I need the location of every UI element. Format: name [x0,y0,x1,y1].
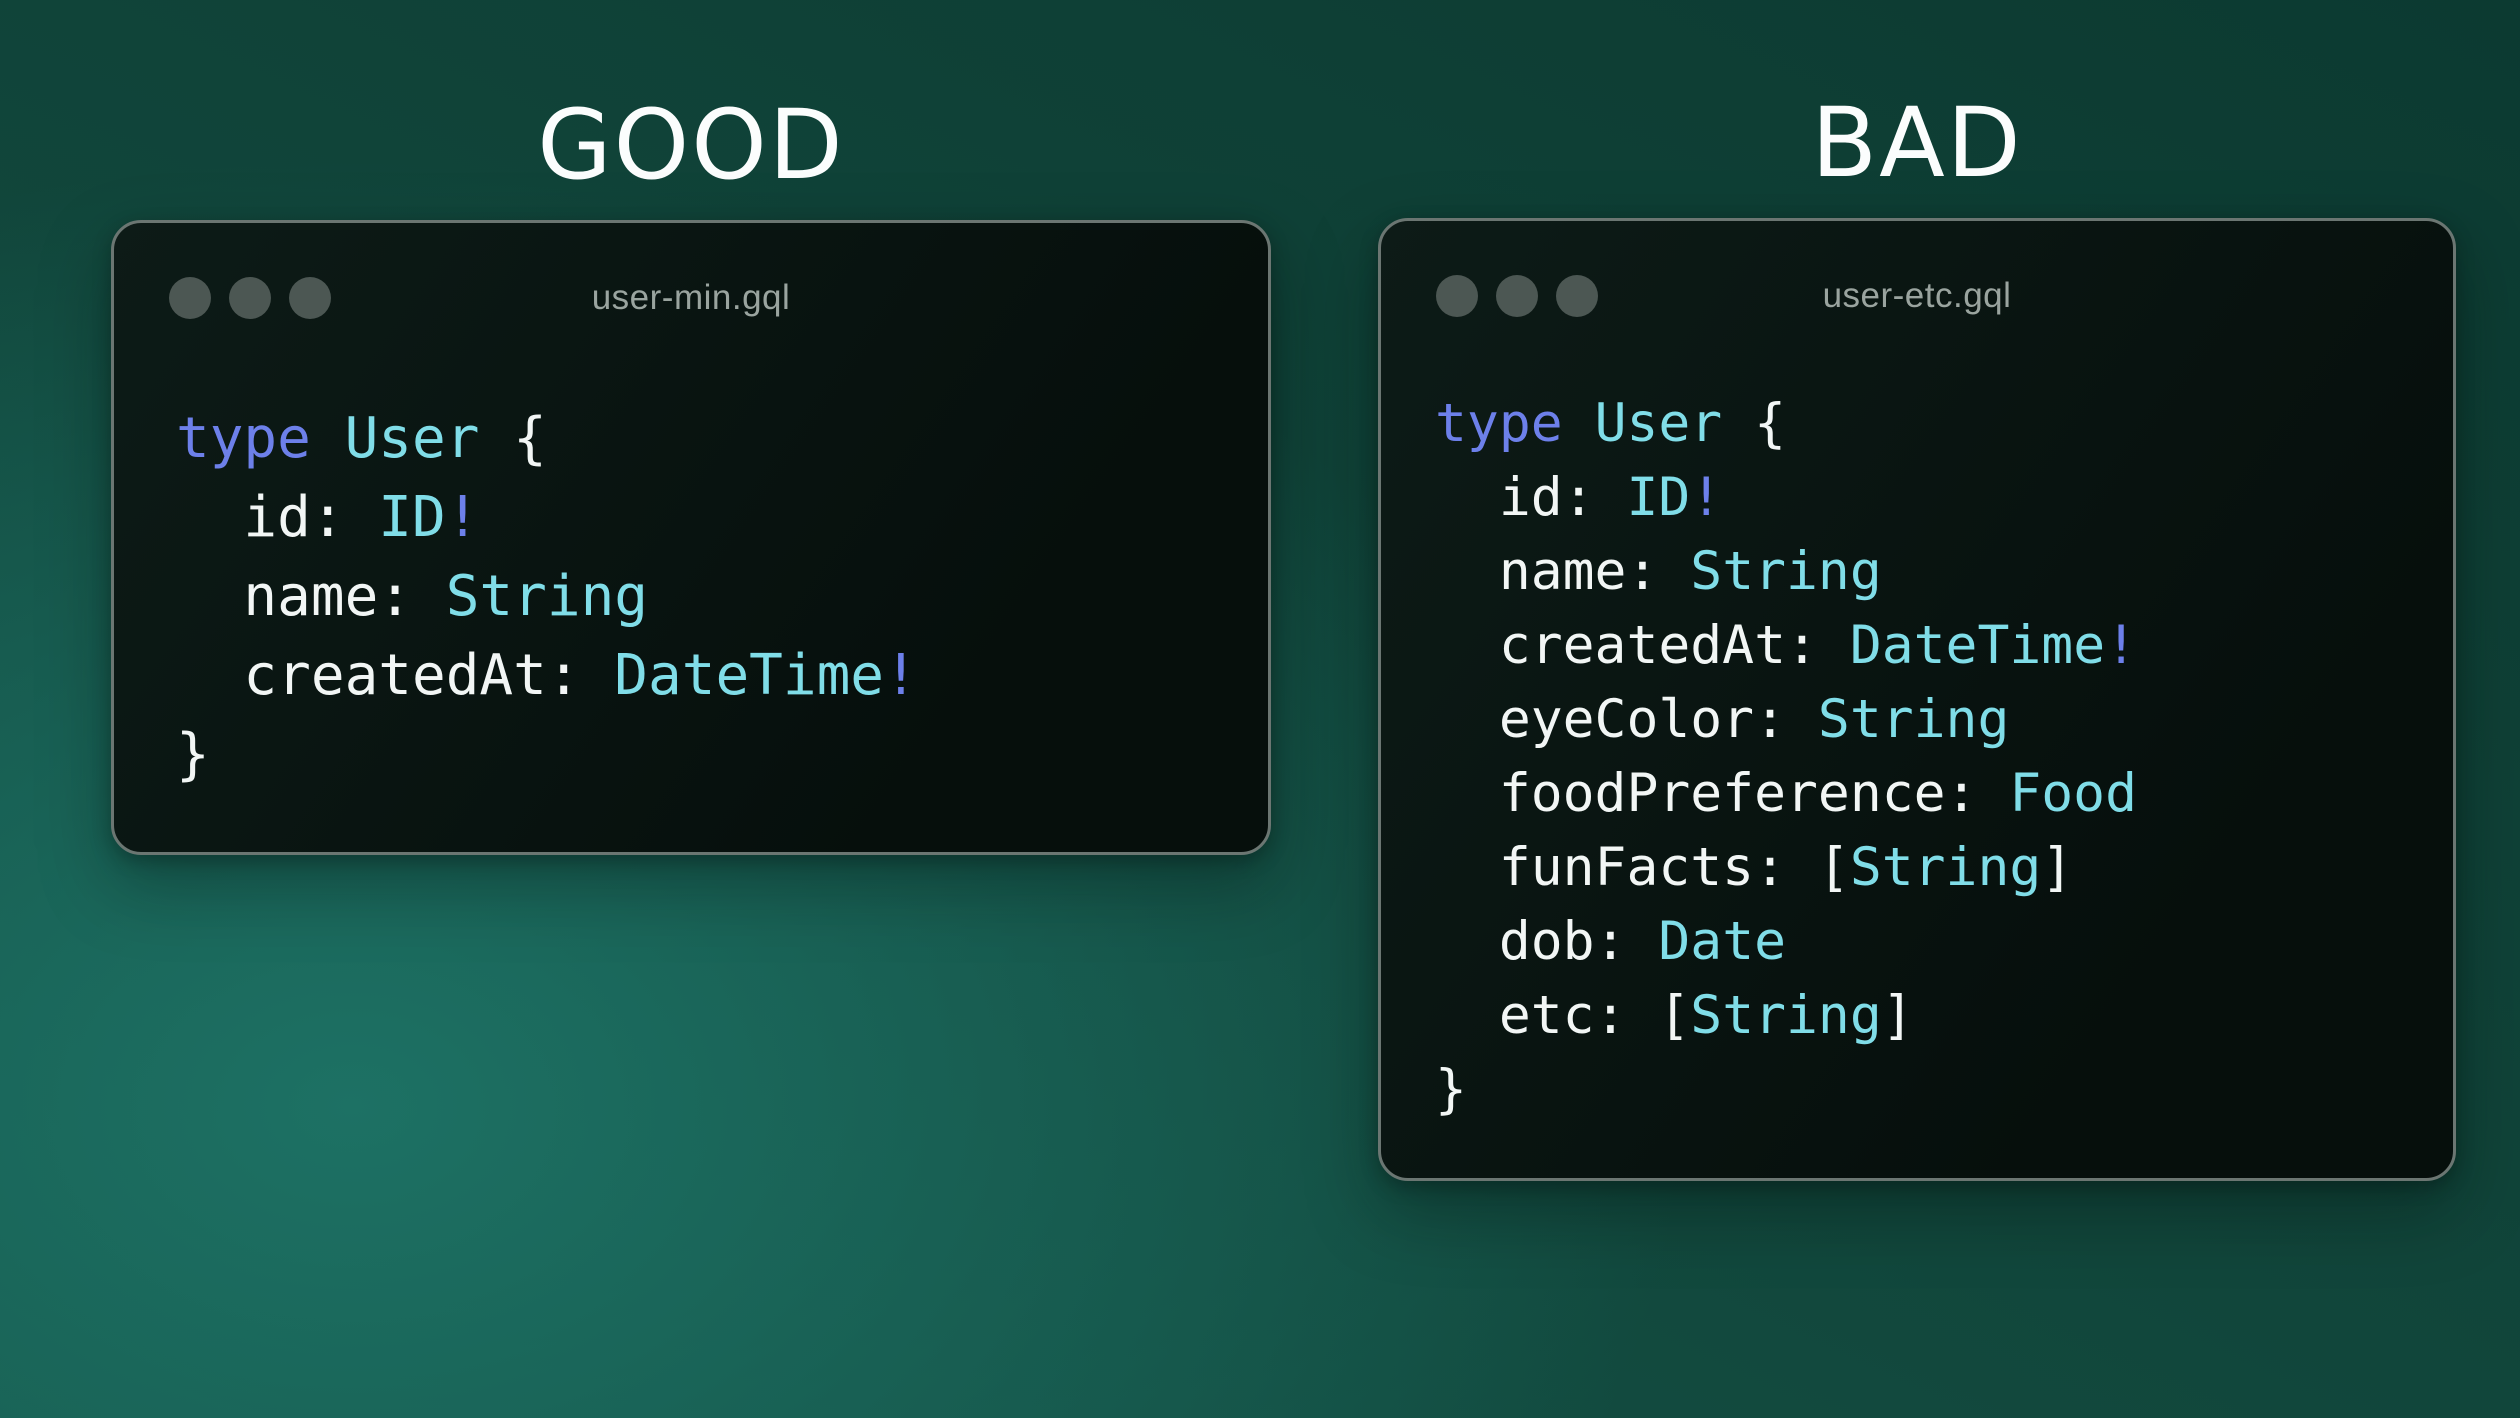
code-token: ! [884,643,918,708]
window-titlebar: user-min.gql [114,223,1268,373]
code-token: String [1690,541,1882,602]
window-dots [169,277,331,319]
code-token: Food [2009,763,2137,824]
window-dot-icon [229,277,271,319]
code-token: String [445,564,649,629]
window-dot-icon [169,277,211,319]
panel-bad: BAD user-etc.gql type User { id: ID! nam… [1378,68,2456,1181]
code-token: createdAt: [176,643,615,708]
code-token: { [479,406,547,471]
code-token: ID [1626,467,1691,528]
code-line: dob: Date [1435,905,2399,979]
code-line: createdAt: DateTime! [1435,609,2399,683]
code-token: User [1594,393,1723,454]
code-token: dob: [1435,911,1659,972]
code-token: ] [2041,837,2074,898]
code-token: ! [2105,615,2138,676]
code-line: id: ID! [176,478,1206,557]
code-window-bad: user-etc.gql type User { id: ID! name: S… [1378,218,2456,1181]
code-token: } [176,722,210,787]
heading-good: GOOD [537,89,845,201]
code-line: createdAt: DateTime! [176,636,1206,715]
window-dot-icon [1436,275,1478,317]
code-token: Date [1658,911,1787,972]
code-token: String [1690,985,1882,1046]
code-token: eyeColor: [1435,689,1818,750]
code-token: ] [1881,985,1914,1046]
code-line: } [176,715,1206,794]
code-token: type [176,406,311,471]
code-line: etc: [String] [1435,979,2399,1053]
code-token: String [1849,837,2042,898]
window-dot-icon [289,277,331,319]
window-dot-icon [1496,275,1538,317]
code-token: } [1435,1059,1467,1120]
code-line: type User { [1435,387,2399,461]
code-block-bad: type User { id: ID! name: String created… [1381,371,2453,1127]
code-token: ! [445,485,480,550]
code-token: name: [176,564,446,629]
code-line: name: String [1435,535,2399,609]
window-filename: user-min.gql [591,278,791,317]
code-token: id: [1435,467,1627,528]
code-line: id: ID! [1435,461,2399,535]
code-token [1563,393,1595,454]
code-token: type [1435,393,1563,454]
code-token: ID [378,485,446,550]
code-token [311,406,345,471]
panel-good: GOOD user-min.gql type User { id: ID! na… [111,70,1271,855]
code-line: funFacts: [String] [1435,831,2399,905]
window-dots [1436,275,1598,317]
code-token: ! [1690,467,1723,528]
code-token: DateTime [1849,615,2106,676]
code-window-good: user-min.gql type User { id: ID! name: S… [111,220,1271,855]
code-line: eyeColor: String [1435,683,2399,757]
code-token: funFacts: [ [1435,837,1850,898]
code-token: createdAt: [1435,615,1850,676]
heading-bad: BAD [1811,87,2023,199]
window-titlebar: user-etc.gql [1381,221,2453,371]
code-line: name: String [176,557,1206,636]
code-token: DateTime [614,643,885,708]
code-token: String [1817,689,2010,750]
code-token: etc: [ [1435,985,1691,1046]
code-line: } [1435,1053,2399,1127]
code-block-good: type User { id: ID! name: String created… [114,373,1268,794]
code-token: { [1722,393,1787,454]
code-line: foodPreference: Food [1435,757,2399,831]
code-token: name: [1435,541,1691,602]
code-token: User [344,406,480,471]
code-line: type User { [176,399,1206,478]
code-token: foodPreference: [1435,763,2010,824]
code-token: id: [176,485,379,550]
window-filename: user-etc.gql [1822,276,2012,315]
window-dot-icon [1556,275,1598,317]
